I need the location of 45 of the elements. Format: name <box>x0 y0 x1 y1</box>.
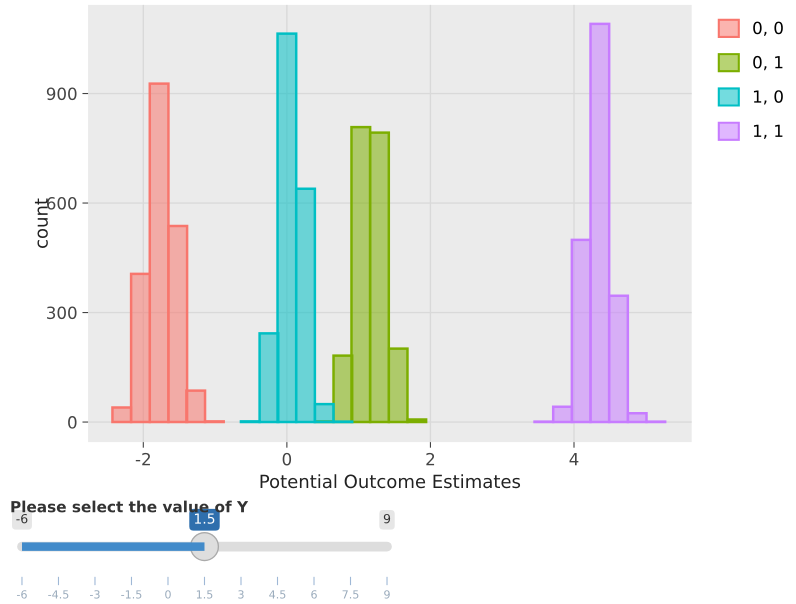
y-tick-label: 300 <box>47 306 77 320</box>
legend-label: 0, 0 <box>753 22 783 36</box>
legend-label: 0, 1 <box>753 56 782 70</box>
legend-label: 1, 1 <box>754 124 782 139</box>
text: 9 <box>384 514 390 524</box>
text: -6 <box>16 514 28 524</box>
x-tick-label: 3 <box>238 590 244 599</box>
bar <box>608 294 630 424</box>
x-tick-label: 7.5 <box>342 590 358 599</box>
bar <box>388 347 409 424</box>
legend-label: 1, 0 <box>754 90 783 105</box>
x-tick-label: -1.5 <box>121 590 142 599</box>
x-tick-label: 4 <box>570 453 578 466</box>
x-tick-label: 1.5 <box>196 590 212 599</box>
x-tick-label: -3 <box>90 590 100 599</box>
bar <box>570 238 592 424</box>
bar <box>276 32 298 424</box>
x-axis-title: Potential Outcome Estimates <box>260 474 520 488</box>
bar <box>294 188 316 424</box>
x-tick-label: 4.5 <box>269 590 286 599</box>
x-tick-label: 2 <box>426 452 434 466</box>
x-tick-label: 0 <box>165 590 171 599</box>
x-tick-label: -4.5 <box>48 590 68 599</box>
x-tick-label: -2 <box>136 452 150 466</box>
x-tick-label: 9 <box>384 590 390 599</box>
bar <box>111 406 132 424</box>
bar <box>350 126 372 424</box>
y-axis-title: count <box>34 198 48 248</box>
bar <box>167 224 188 424</box>
y-tick-label: 0 <box>68 416 77 429</box>
bar <box>589 22 610 424</box>
bar <box>626 412 648 424</box>
bar <box>314 402 335 424</box>
text: 1.5 <box>194 513 214 524</box>
bar <box>185 389 206 424</box>
bar <box>368 131 390 424</box>
x-tick-label: 6 <box>311 590 317 599</box>
x-tick-label: 0 <box>282 452 292 466</box>
bar <box>406 418 428 424</box>
chart-title: Please select the value of Y <box>11 500 248 512</box>
y-tick-label: 900 <box>46 87 77 100</box>
bar <box>148 82 170 424</box>
x-tick-label: -6 <box>16 590 27 599</box>
y-tick-label: 600 <box>46 197 77 210</box>
bar <box>552 405 574 424</box>
